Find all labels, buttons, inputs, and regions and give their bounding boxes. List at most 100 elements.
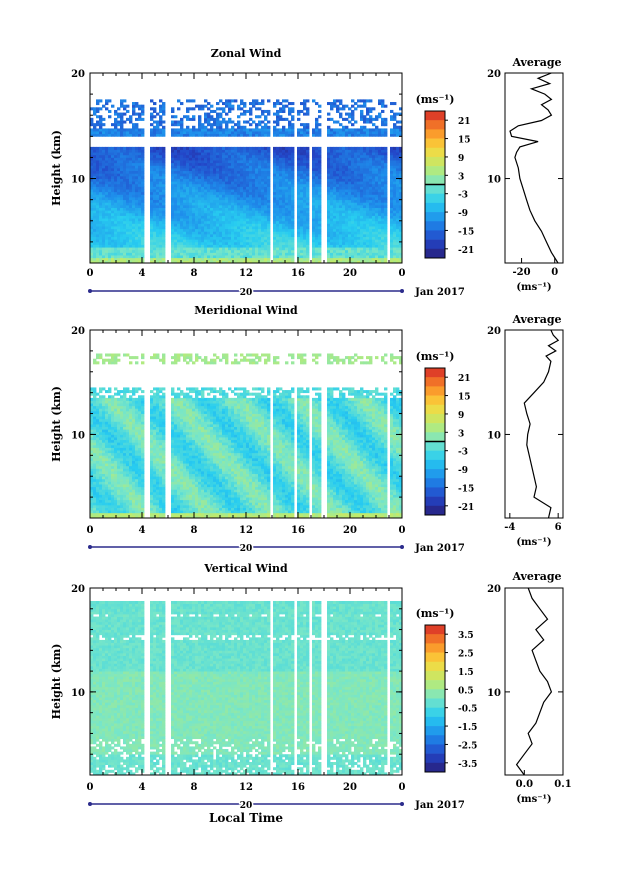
x-axis-label: Local Time — [209, 811, 283, 825]
y-tick-label: 10 — [71, 175, 85, 186]
x-tick-label: 8 — [191, 782, 198, 793]
colorbar-segment — [425, 184, 445, 194]
average-x-tick-label: 6 — [555, 522, 562, 533]
x-tick-label: 4 — [139, 525, 146, 536]
x-tick-label: 0 — [87, 525, 94, 536]
colorbar-segment — [425, 129, 445, 139]
colorbar-segment — [425, 156, 445, 167]
average-y-tick-label: 20 — [487, 69, 501, 80]
colorbar-tick-label: -9 — [458, 209, 468, 219]
x-tick-label: 0 — [399, 268, 406, 279]
colorbar-segment — [425, 432, 445, 442]
zonal-wind-panel: Zonal Wind 10 20 Height (km) 0 4 8 12 16 20 0 20 Jan… — [50, 47, 564, 300]
colorbar-segment — [425, 239, 445, 250]
colorbar-segment — [425, 496, 445, 507]
panel-title: Meridional Wind — [194, 304, 298, 317]
x-tick-label: 8 — [191, 525, 198, 536]
colorbar-segment — [425, 753, 445, 764]
date-label: Jan 2017 — [414, 287, 465, 298]
colorbar-segment — [425, 423, 445, 433]
average-profile-line — [515, 587, 553, 776]
colorbar-tick-label: -1.5 — [458, 723, 477, 733]
colorbar-segment — [425, 634, 445, 644]
colorbar-segment — [425, 735, 445, 745]
colorbar-segment — [425, 643, 445, 653]
x-tick-label: 20 — [343, 268, 357, 279]
colorbar-unit: (ms⁻¹) — [416, 93, 455, 106]
colorbar-tick-label: 3 — [458, 172, 464, 182]
average-profile-line — [509, 72, 559, 264]
x-tick-label: 16 — [291, 268, 305, 279]
x-tick-label: 20 — [343, 525, 357, 536]
panel-title: Zonal Wind — [211, 47, 282, 60]
x-tick-label: 0 — [399, 525, 406, 536]
colorbar-segment — [425, 377, 445, 387]
x-tick-label: 0 — [87, 782, 94, 793]
date-tick-label: 20 — [240, 544, 253, 554]
colorbar-segment — [425, 221, 445, 231]
colorbar-segment — [425, 368, 445, 378]
x-tick-label: 0 — [87, 268, 94, 279]
meridional-wind-panel: Meridional Wind 10 20 Height (km) 0 4 8 12 16 20 0… — [50, 304, 564, 556]
date-label: Jan 2017 — [414, 543, 465, 554]
heatmap-cells — [90, 353, 403, 519]
colorbar-segment — [425, 487, 445, 497]
average-x-tick-label: -4 — [504, 522, 515, 533]
colorbar-segment — [425, 404, 445, 415]
date-axis-start — [88, 802, 92, 806]
colorbar-segment — [425, 230, 445, 240]
y-tick-label: 20 — [71, 326, 85, 337]
date-tick-label: 20 — [240, 801, 253, 811]
y-tick-label: 10 — [71, 688, 85, 699]
colorbar-segment — [425, 744, 445, 754]
x-tick-label: 12 — [239, 525, 253, 536]
average-x-label: (ms⁻¹) — [516, 537, 551, 548]
colorbar-segment — [425, 652, 445, 663]
colorbar-segment — [425, 698, 445, 708]
colorbar-tick-label: 0.5 — [458, 686, 474, 696]
colorbar-frame — [424, 624, 446, 773]
colorbar-tick-label: -9 — [458, 466, 468, 476]
average-x-label: (ms⁻¹) — [516, 282, 551, 293]
colorbar-segment — [425, 670, 445, 681]
average-x-tick-label: 0.0 — [516, 779, 533, 790]
average-title: Average — [511, 56, 561, 69]
colorbar-segment — [425, 726, 445, 736]
colorbar-segment — [425, 716, 445, 727]
colorbar-segment — [425, 202, 445, 213]
colorbar-segment — [425, 625, 445, 635]
colorbar-tick-label: 15 — [458, 136, 471, 146]
date-tick-label: 20 — [240, 288, 253, 298]
colorbar-segment — [425, 138, 445, 149]
colorbar-segment — [425, 469, 445, 479]
colorbar-segment — [425, 459, 445, 470]
y-tick-label: 10 — [71, 430, 85, 441]
panel-title: Vertical Wind — [203, 562, 288, 575]
colorbar-segment — [425, 120, 445, 130]
average-y-tick-label: 10 — [487, 688, 501, 699]
date-axis-end — [400, 545, 404, 549]
colorbar-segment — [425, 111, 445, 121]
average-x-label: (ms⁻¹) — [516, 794, 551, 805]
average-y-tick-label: 10 — [487, 430, 501, 441]
colorbar-segment — [425, 505, 445, 516]
average-x-tick-label: 0.1 — [554, 779, 571, 790]
colorbar-segment — [425, 680, 445, 690]
colorbar-segment — [425, 248, 445, 259]
colorbar-tick-label: 3.5 — [458, 631, 474, 641]
colorbar-segment — [425, 441, 445, 451]
colorbar-tick-label: -21 — [458, 503, 474, 513]
colorbar-segment — [425, 478, 445, 488]
x-tick-label: 16 — [291, 782, 305, 793]
date-axis-end — [400, 802, 404, 806]
colorbar-tick-label: 21 — [458, 374, 471, 384]
average-title: Average — [511, 313, 561, 326]
x-tick-label: 8 — [191, 268, 198, 279]
date-axis-end — [400, 289, 404, 293]
colorbar-segment — [425, 689, 445, 699]
colorbar-segment — [425, 386, 445, 396]
colorbar-unit: (ms⁻¹) — [416, 607, 455, 620]
average-y-tick-label: 10 — [487, 175, 501, 186]
date-label: Jan 2017 — [414, 800, 465, 811]
